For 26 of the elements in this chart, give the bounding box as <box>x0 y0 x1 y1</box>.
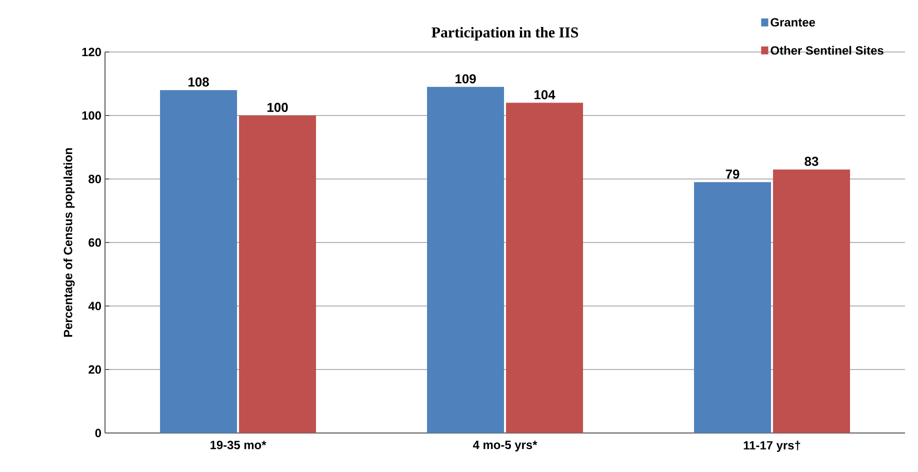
y-axis-title: Percentage of Census population <box>64 148 75 337</box>
y-tick-label: 60 <box>88 238 101 247</box>
bar <box>506 102 584 433</box>
y-tick-label: 100 <box>82 111 101 120</box>
bar <box>239 115 316 433</box>
x-tick-label: 4 mo-5 yrs* <box>472 440 538 452</box>
data-label: 104 <box>534 90 556 100</box>
y-tick-label: 120 <box>82 48 101 56</box>
x-tick-label: 11-17 yrs† <box>744 440 800 452</box>
bar <box>694 182 772 433</box>
x-tick-label: 19-35 mo* <box>210 440 266 450</box>
y-tick-label: 20 <box>88 365 101 374</box>
data-label: 108 <box>188 77 209 87</box>
data-label: 83 <box>804 156 818 166</box>
chart-title: Participation in the IIS <box>432 26 578 40</box>
y-tick-label: 40 <box>88 302 101 310</box>
bar <box>773 169 850 433</box>
bar <box>160 90 238 433</box>
legend-label: Other Sentinel Sites <box>770 46 884 55</box>
y-tick-label: 80 <box>88 174 101 184</box>
data-label: 79 <box>726 169 740 179</box>
legend-label: Grantee <box>770 18 816 27</box>
bar <box>427 86 504 433</box>
data-label: 109 <box>456 74 476 84</box>
y-tick-label: 0 <box>95 428 101 438</box>
data-label: 100 <box>268 102 288 112</box>
